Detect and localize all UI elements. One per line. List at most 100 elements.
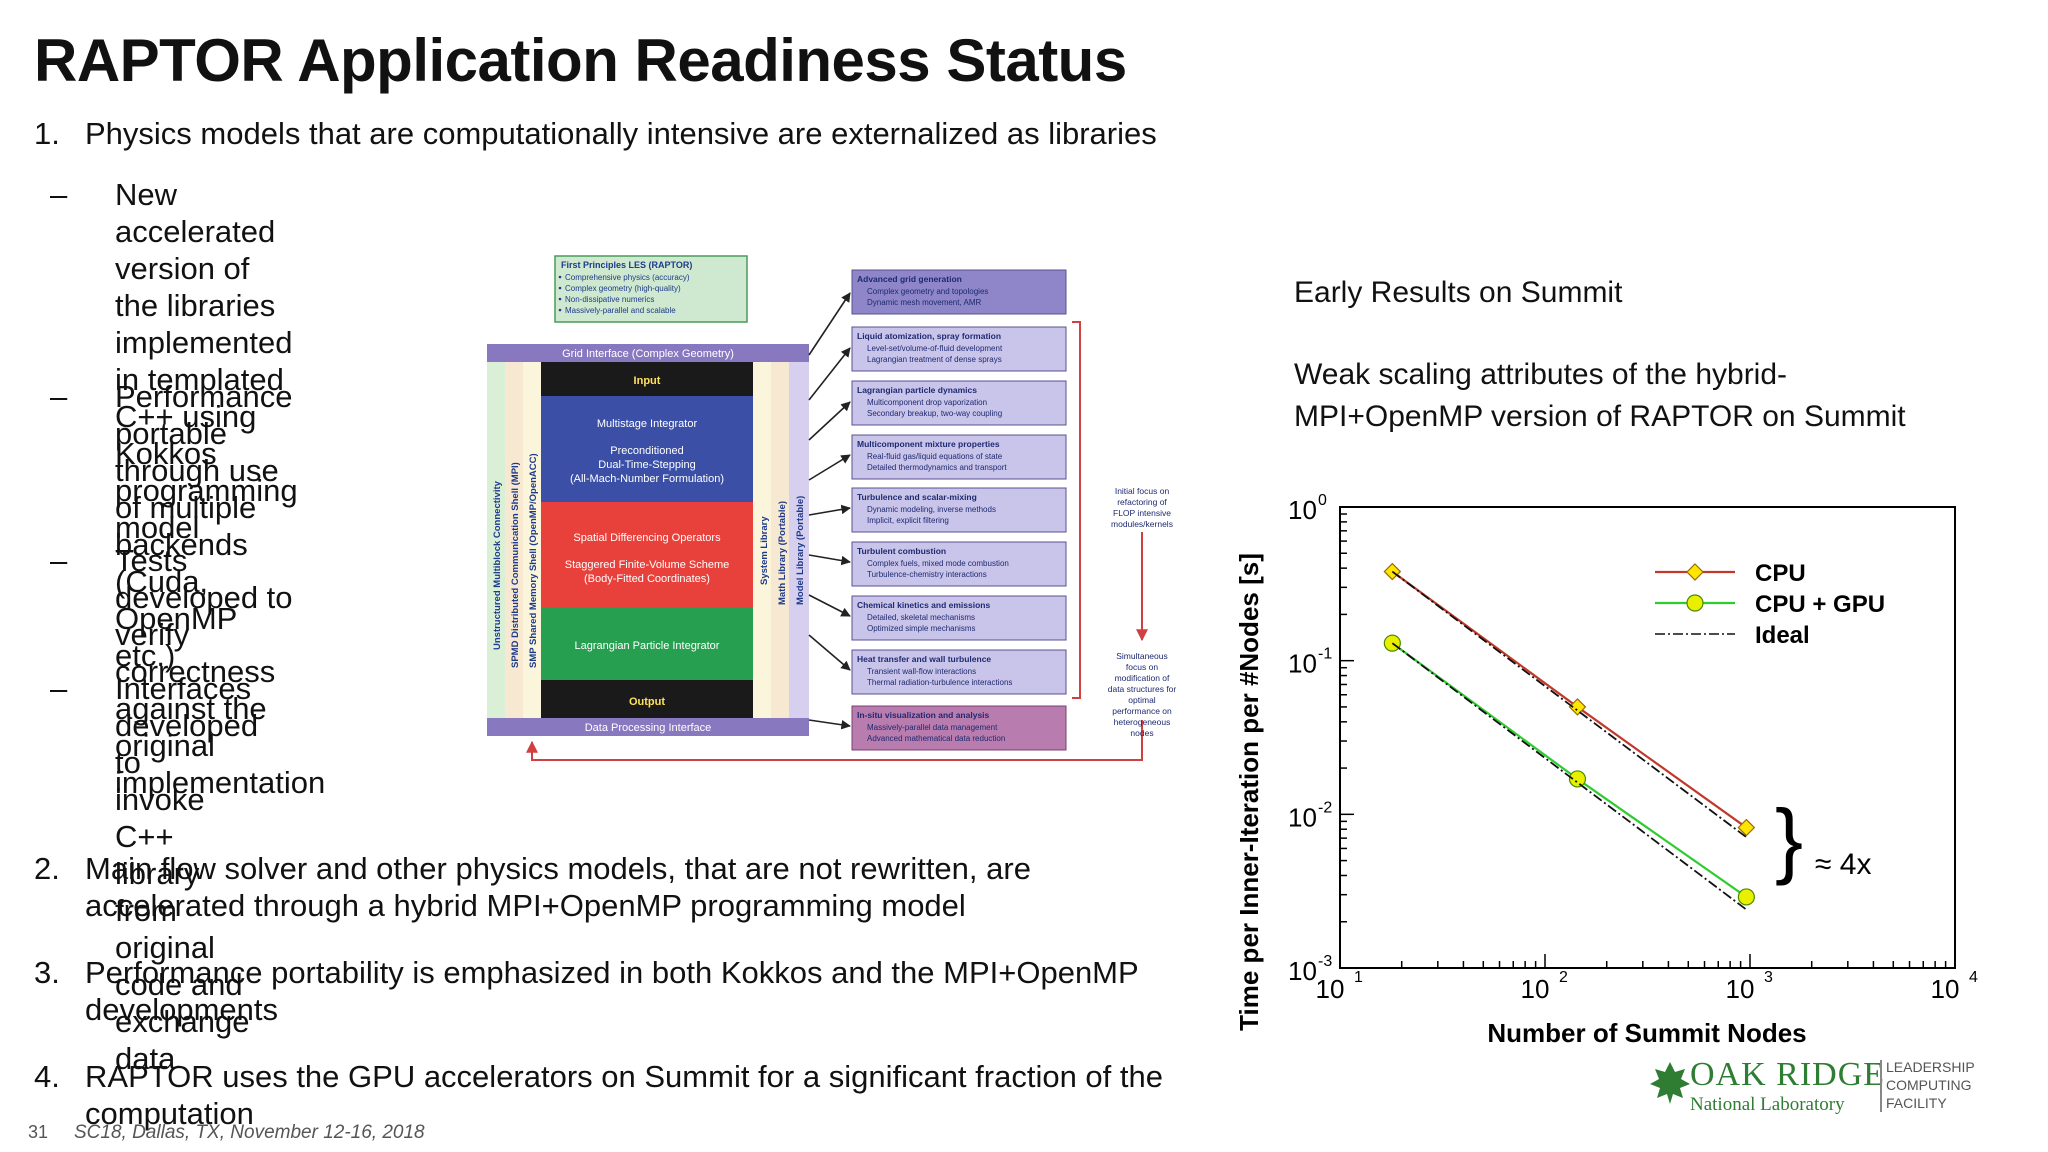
- svg-text:Heat transfer and wall turbule: Heat transfer and wall turbulence: [857, 654, 991, 664]
- page-number: 31: [28, 1122, 49, 1142]
- svg-text:Secondary breakup, two-way cou: Secondary breakup, two-way coupling: [867, 409, 1002, 418]
- module-box: Turbulence and scalar-mixing Dynamic mod…: [851, 487, 1067, 533]
- series-line: [1391, 570, 1747, 838]
- subpoint-2-line: backends (Cuda, OpenMP: [115, 527, 248, 636]
- svg-text:Detailed thermodynamics and tr: Detailed thermodynamics and transport: [867, 463, 1007, 472]
- svg-text:Liquid atomization, spray form: Liquid atomization, spray formation: [857, 331, 1001, 341]
- logo-divider: [1880, 1060, 1882, 1112]
- slide-title: RAPTOR Application Readiness Status: [34, 27, 1127, 94]
- subpoint-3: Tests developed to verify correctness ag…: [115, 542, 325, 801]
- legend-marker: [1686, 594, 1704, 612]
- annotation-brace: }: [1775, 792, 1803, 886]
- subpoint-2: Performance portable through use of mult…: [115, 378, 292, 674]
- blue-block-line: (All-Mach-Number Formulation): [570, 473, 724, 485]
- point-4-line: RAPTOR uses the GPU accelerators on Summ…: [85, 1059, 1163, 1094]
- green-block-label: Lagrangian Particle Integrator: [575, 640, 720, 652]
- point-2-line: accelerated through a hybrid MPI+OpenMP …: [85, 888, 966, 923]
- cpu-point: [1568, 698, 1587, 716]
- results-description-line: Weak scaling attributes of the hybrid-: [1294, 358, 1788, 391]
- series-line: [1391, 642, 1747, 911]
- results-description-line: MPI+OpenMP version of RAPTOR on Summit: [1294, 400, 1906, 433]
- x-tick-label: 10: [1726, 974, 1755, 1004]
- svg-text:Level-set/volume-of-fluid deve: Level-set/volume-of-fluid development: [867, 344, 1003, 353]
- svg-text:Real-fluid gas/liquid equation: Real-fluid gas/liquid equations of state: [867, 452, 1003, 461]
- left-column-label: SPMD Distributed Communication Shell (MP…: [510, 462, 521, 668]
- note-line: data structures for: [1108, 684, 1177, 694]
- module-box: In-situ visualization and analysis Massi…: [851, 705, 1067, 751]
- logo-facility-line: FACILITY: [1886, 1095, 1947, 1111]
- svg-text:Multicomponent mixture propert: Multicomponent mixture properties: [857, 439, 1000, 449]
- cpu-point: [1383, 562, 1402, 581]
- blue-block-line: Preconditioned: [610, 445, 683, 457]
- architecture-diagram: First Principles LES (RAPTOR) Comprehens…: [487, 255, 1177, 761]
- input-label: Input: [634, 375, 661, 387]
- svg-text:Lagrangian particle dynamics: Lagrangian particle dynamics: [857, 385, 977, 395]
- x-tick-exponent: 3: [1764, 969, 1773, 986]
- right-column-label: Model Library (Portable): [795, 496, 806, 605]
- axis-ticks: 10 1 10 2 10 3 10 410 010 -110 -210 -3: [1288, 492, 1978, 1004]
- raptor-principles-box: First Principles LES (RAPTOR) Comprehens…: [554, 255, 748, 323]
- point-3-number: 3.: [34, 955, 60, 990]
- y-tick-label: 10: [1288, 495, 1317, 525]
- note-line: focus on: [1126, 662, 1158, 672]
- logo-facility-line: COMPUTING: [1886, 1077, 1972, 1093]
- note-line: modification of: [1115, 673, 1170, 683]
- note-line: Initial focus on: [1115, 486, 1170, 496]
- point-4-number: 4.: [34, 1059, 60, 1094]
- subpoint-3-line: original implementation: [115, 728, 326, 800]
- module-box: Multicomponent mixture properties Real-f…: [851, 434, 1067, 480]
- note-line: optimal: [1128, 695, 1156, 705]
- svg-text:Detailed, skeletal mechanisms: Detailed, skeletal mechanisms: [867, 613, 975, 622]
- note-line: FLOP intensive: [1113, 508, 1171, 518]
- chart-legend: CPU CPU + GPU Ideal: [1655, 560, 1885, 649]
- red-block-line: Staggered Finite-Volume Scheme: [565, 559, 729, 571]
- series-line: [1391, 642, 1747, 898]
- point-2-number: 2.: [34, 851, 60, 886]
- logo-facility-line: LEADERSHIP: [1886, 1059, 1975, 1075]
- annotation-text: ≈ 4x: [1815, 848, 1871, 881]
- svg-text:Turbulent combustion: Turbulent combustion: [857, 546, 946, 556]
- plot-axes: [1339, 506, 1956, 969]
- point-3-line: developments: [85, 992, 279, 1027]
- module-arrows: [808, 292, 851, 730]
- subpoint-1-line: in templated C++ using: [115, 362, 284, 434]
- svg-text:Dynamic modeling, inverse meth: Dynamic modeling, inverse methods: [867, 505, 996, 514]
- svg-text:In-situ visualization and anal: In-situ visualization and analysis: [857, 710, 990, 720]
- svg-text:Complex geometry and topologie: Complex geometry and topologies: [867, 287, 988, 296]
- gpu-point: [1383, 634, 1401, 652]
- svg-text:Lagrangian treatment of dense: Lagrangian treatment of dense sprays: [867, 355, 1002, 364]
- y-tick-exponent: -3: [1318, 953, 1332, 970]
- subpoint-4-line: data: [115, 1041, 176, 1076]
- svg-text:Advanced grid generation: Advanced grid generation: [857, 274, 962, 284]
- right-column-label: System Library: [759, 516, 770, 585]
- data-interface-label: Data Processing Interface: [585, 722, 712, 734]
- blue-block-line: Multistage Integrator: [597, 418, 698, 430]
- subpoint-3-line: Tests developed to verify: [115, 543, 293, 652]
- output-label: Output: [629, 696, 665, 708]
- point-2-line: Main flow solver and other physics model…: [85, 851, 1031, 886]
- svg-text:Complex fuels, mixed mode comb: Complex fuels, mixed mode combustion: [867, 559, 1009, 568]
- speedup-annotation: } ≈ 4x: [1775, 792, 1871, 886]
- subpoint-2-line: Performance portable: [115, 379, 293, 451]
- point-1-text: Physics models that are computationally …: [85, 116, 1157, 151]
- series-layer: [1383, 562, 1756, 911]
- subpoint-1-line: Kokkos programming: [115, 436, 298, 508]
- y-tick-exponent: 0: [1318, 492, 1327, 509]
- note-line: refactoring of: [1117, 497, 1167, 507]
- point-3-line: Performance portability is emphasized in…: [85, 955, 1139, 990]
- x-tick-exponent: 2: [1559, 969, 1568, 986]
- red-block-line: Spatial Differencing Operators: [573, 532, 721, 544]
- cpu-point: [1737, 818, 1756, 837]
- module-box: Chemical kinetics and emissions Detailed…: [851, 595, 1067, 641]
- results-description: Weak scaling attributes of the hybrid- M…: [1294, 354, 1906, 438]
- subpoint-3-bullet: –: [50, 543, 68, 578]
- svg-text:Multicomponent drop vaporizati: Multicomponent drop vaporization: [867, 398, 987, 407]
- x-tick-exponent: 4: [1969, 969, 1978, 986]
- y-tick-exponent: -1: [1318, 646, 1332, 663]
- x-tick-exponent: 1: [1354, 969, 1363, 986]
- x-axis-label: Number of Summit Nodes: [1487, 1018, 1806, 1048]
- y-tick-label: 10: [1288, 802, 1317, 832]
- subpoint-2-line: through use of multiple: [115, 453, 279, 525]
- legend-marker: [1686, 563, 1704, 581]
- note-line: modules/kernels: [1111, 519, 1173, 529]
